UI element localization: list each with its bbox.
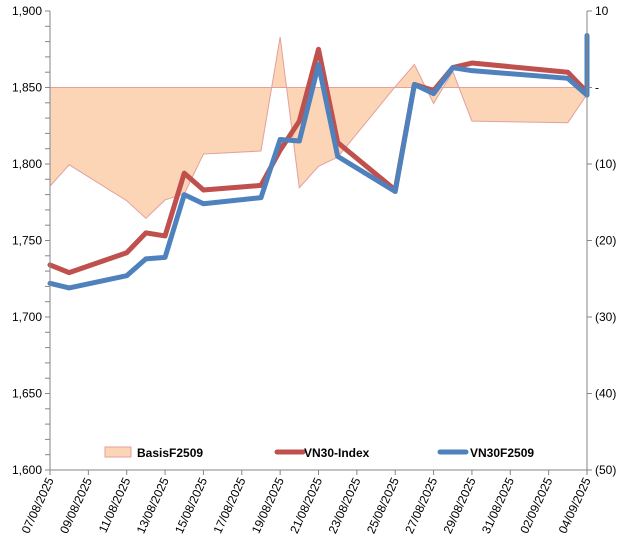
x-tick-label: 27/08/2025 <box>402 475 440 536</box>
x-tick-label: 11/08/2025 <box>96 475 134 535</box>
right-tick-label: 10 <box>595 4 609 18</box>
x-tick-label: 17/08/2025 <box>210 475 248 536</box>
left-tick-label: 1,600 <box>12 463 42 477</box>
x-tick-label: 21/08/2025 <box>287 475 325 536</box>
x-tick-label: 09/08/2025 <box>57 475 95 536</box>
right-tick-label: - <box>595 81 599 95</box>
right-tick-label: (10) <box>595 157 616 171</box>
left-tick-label: 1,650 <box>12 387 42 401</box>
legend-label-vn30: VN30-Index <box>304 446 370 460</box>
left-tick-label: 1,800 <box>12 157 42 171</box>
x-tick-label: 02/09/2025 <box>517 475 555 536</box>
x-tick-label: 04/09/2025 <box>556 475 594 536</box>
x-tick-label: 13/08/2025 <box>134 475 172 536</box>
legend-label-basis: BasisF2509 <box>137 446 203 460</box>
legend-label-vn30f: VN30F2509 <box>470 446 534 460</box>
right-tick-label: (50) <box>595 463 616 477</box>
left-tick-label: 1,700 <box>12 310 42 324</box>
left-tick-label: 1,750 <box>12 234 42 248</box>
x-tick-label: 15/08/2025 <box>172 475 210 536</box>
right-tick-label: (20) <box>595 234 616 248</box>
right-tick-label: (40) <box>595 387 616 401</box>
x-tick-label: 19/08/2025 <box>249 475 287 536</box>
left-tick-label: 1,850 <box>12 81 42 95</box>
right-tick-label: (30) <box>595 310 616 324</box>
x-tick-label: 25/08/2025 <box>364 475 402 536</box>
x-tick-label: 07/08/2025 <box>19 475 57 536</box>
legend: BasisF2509 VN30-Index VN30F2509 <box>105 446 534 460</box>
x-tick-label: 29/08/2025 <box>441 475 479 536</box>
legend-swatch-basis <box>105 447 131 457</box>
left-tick-label: 1,900 <box>12 4 42 18</box>
x-tick-label: 23/08/2025 <box>326 475 364 536</box>
x-tick-label: 31/08/2025 <box>479 475 517 536</box>
